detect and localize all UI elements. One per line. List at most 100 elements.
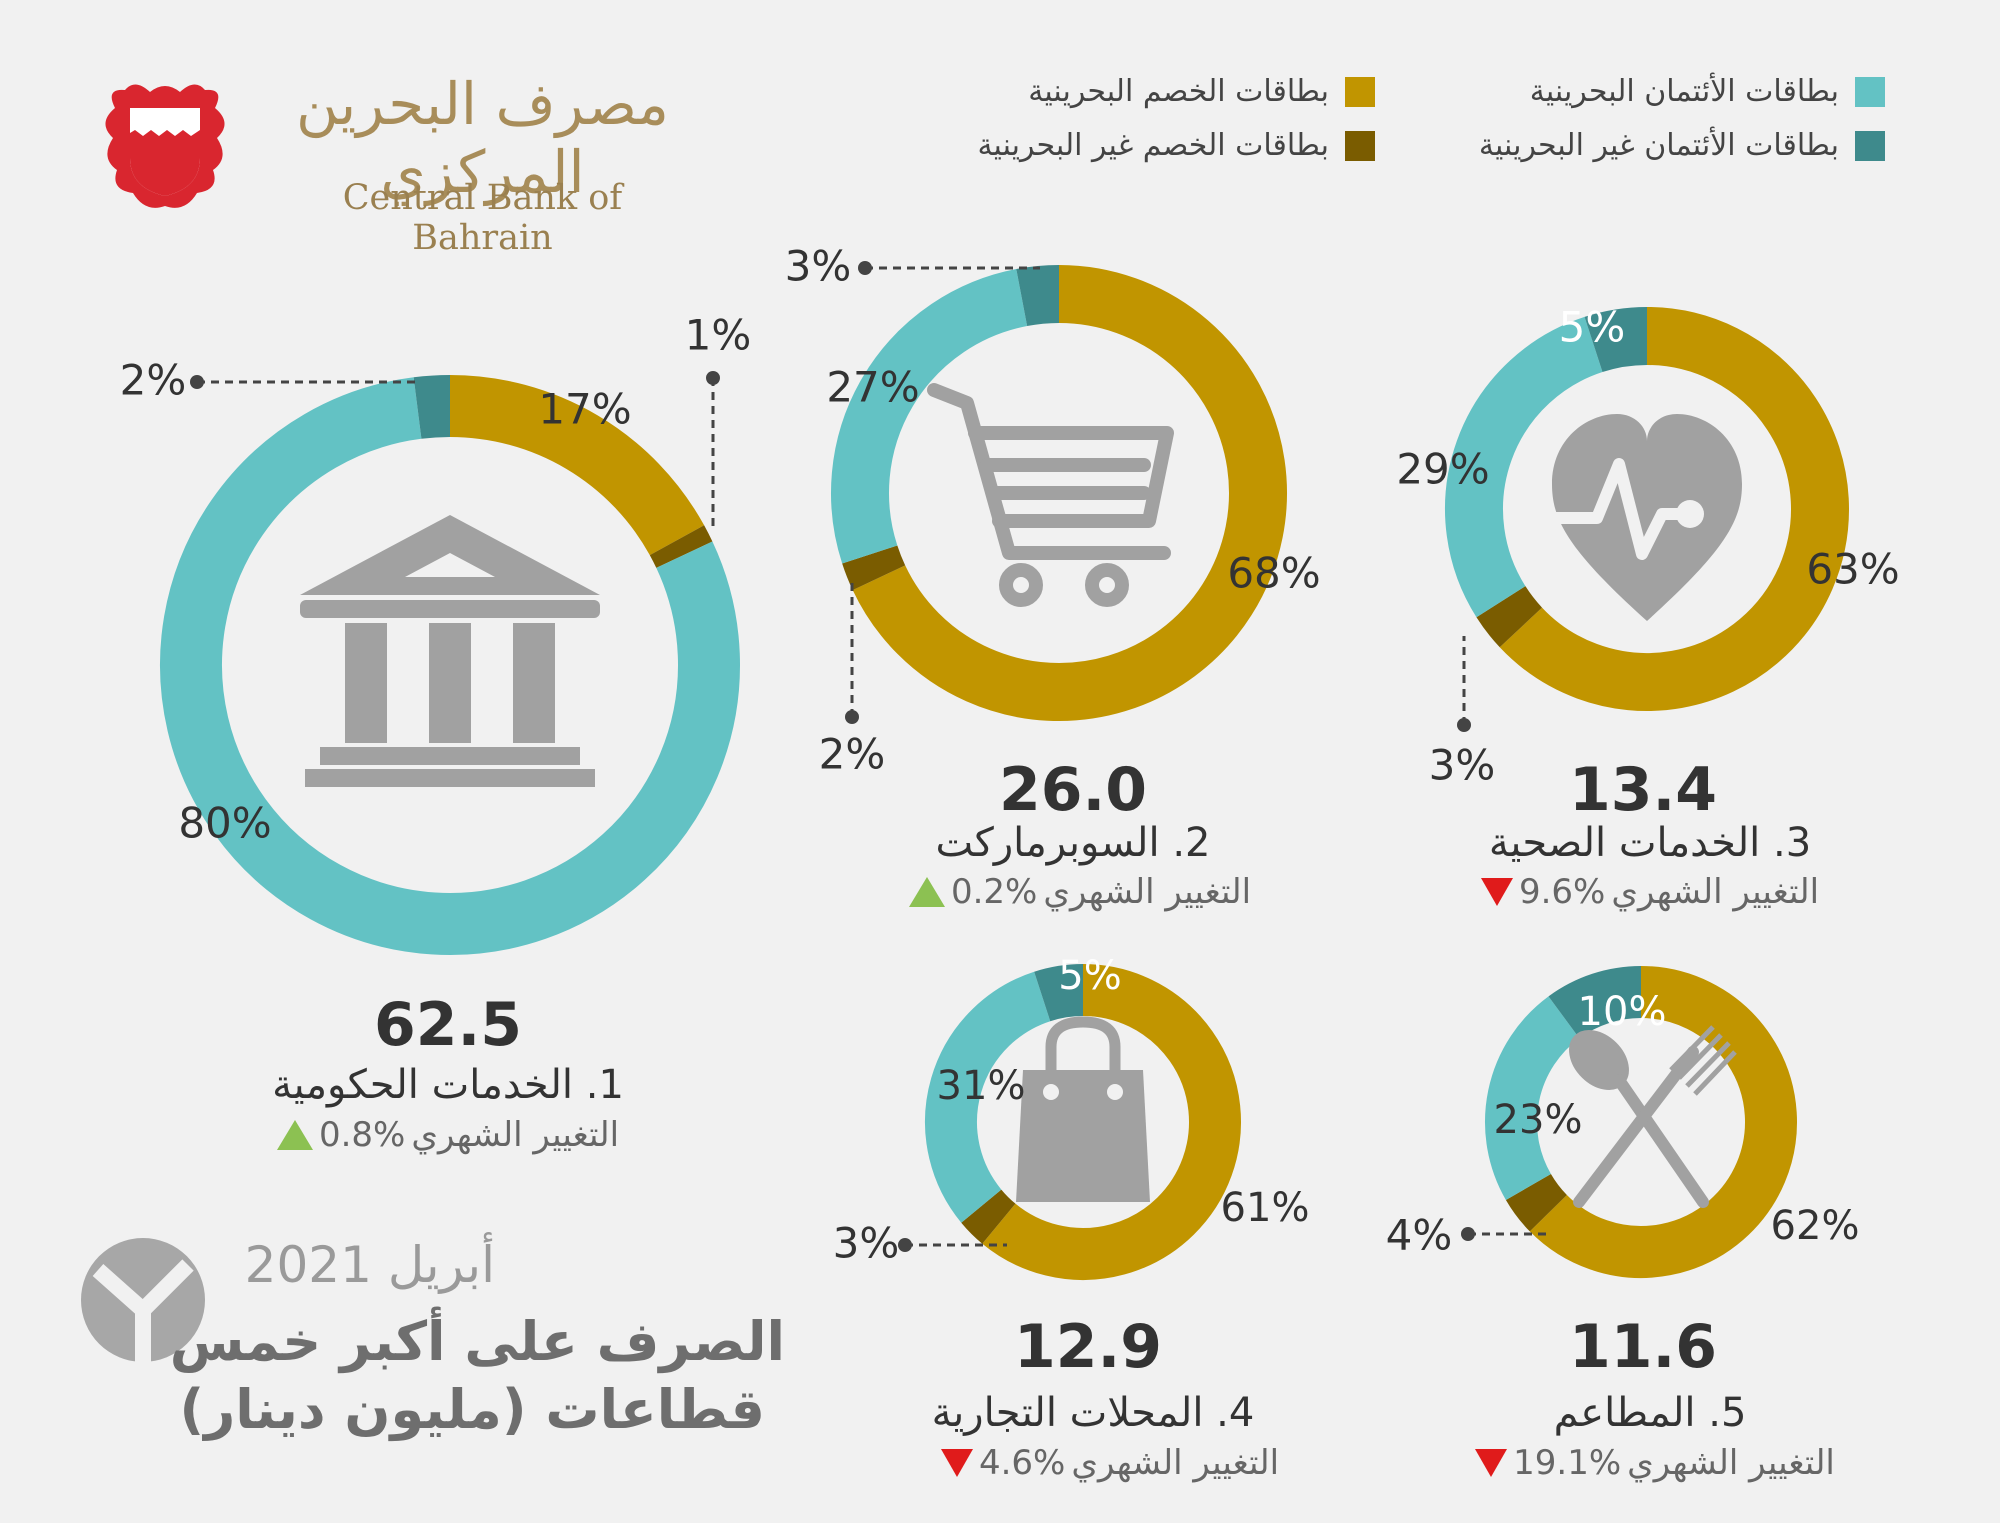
legend-swatch: [1345, 130, 1375, 161]
total-value-2: 26.0: [998, 755, 1148, 825]
callout-dot: [898, 1238, 912, 1252]
callout-dot: [706, 371, 720, 385]
slice-label-1: 4%: [1386, 1211, 1453, 1260]
donut-chart-3: 63% 29% 5% 3%: [1396, 303, 1899, 790]
slice-label-3: 2%: [120, 356, 187, 405]
donut-slice-3: [1016, 265, 1060, 327]
sector-name-5: 5. المطاعم: [1400, 1390, 1900, 1436]
legend-item-credit-foreign: بطاقات الأئتمان غير البحرينية: [1479, 128, 1885, 163]
slice-label-2: 27%: [826, 363, 919, 412]
monthly-change-3: التغيير الشهري 9.6%: [1400, 872, 1900, 912]
sector-name-4: 4. المحلات التجارية: [843, 1390, 1343, 1436]
slice-label-2: 23%: [1494, 1097, 1583, 1143]
legend-label: بطاقات الأئتمان غير البحرينية: [1478, 128, 1839, 163]
change-value: 0.8%: [318, 1115, 406, 1155]
sector-rank: 4.: [1216, 1390, 1255, 1436]
monthly-change-2: التغيير الشهري 0.2%: [830, 872, 1330, 912]
donut-slice-3: [1034, 964, 1084, 1022]
total-value-4: 12.9: [1013, 1312, 1163, 1382]
slice-label-3: 3%: [785, 242, 852, 291]
down-arrow-icon: [1480, 878, 1513, 906]
donut-slice-3: [1548, 966, 1642, 1039]
slice-label-3: 10%: [1578, 989, 1667, 1035]
bahrain-emblem-icon: [105, 84, 225, 208]
sector-rank: 5.: [1708, 1390, 1747, 1436]
sector-name-1: 1. الخدمات الحكومية: [198, 1062, 698, 1108]
slice-label-1: 3%: [1429, 741, 1496, 790]
heart-pulse-icon: [1552, 414, 1742, 621]
donut-chart-5: 62% 23% 10% 4%: [1386, 966, 1860, 1278]
donut-slice-1: [842, 545, 906, 591]
donut-slice-0: [449, 375, 705, 556]
spoon-fork-icon: [1569, 1025, 1737, 1208]
logo-mark-icon: [81, 1238, 205, 1363]
legend-label: بطاقات الخصم غير البحرينية: [977, 128, 1329, 163]
donut-slice-3: [413, 375, 451, 439]
callout-dot: [1461, 1227, 1475, 1241]
donut-slice-2: [831, 269, 1028, 564]
down-arrow-icon: [940, 1449, 973, 1477]
slice-label-1: 3%: [833, 1219, 900, 1268]
monthly-change-1: التغيير الشهري 0.8%: [198, 1115, 698, 1155]
total-value-5: 11.6: [1568, 1312, 1718, 1382]
monthly-change-5: التغيير الشهري 19.1%: [1405, 1443, 1905, 1483]
slice-label-1: 2%: [819, 730, 886, 779]
bank-name-arabic: مصرف البحرين المركزي: [296, 70, 669, 206]
change-label: التغيير الشهري: [411, 1115, 620, 1155]
legend-item-credit-bahraini: بطاقات الأئتمان البحرينية: [1530, 74, 1885, 109]
legend-label: بطاقات الخصم البحرينية: [1028, 74, 1329, 109]
donut-slice-2: [160, 377, 740, 955]
change-label: التغيير الشهري: [1611, 872, 1820, 912]
donut-slice-1: [649, 525, 713, 569]
down-arrow-icon: [1475, 1449, 1508, 1477]
change-label: التغيير الشهري: [1071, 1443, 1280, 1483]
donut-slice-0: [852, 265, 1287, 721]
change-value: 0.2%: [950, 872, 1038, 912]
donut-chart-2: 68% 27% 2% 3%: [785, 242, 1321, 779]
legend-label: بطاقات الأئتمان البحرينية: [1529, 74, 1839, 109]
sector-rank: 2.: [1172, 820, 1211, 866]
slice-label-2: 80%: [178, 799, 271, 848]
donut-slice-2: [925, 971, 1051, 1223]
donut-slice-2: [1485, 996, 1580, 1200]
government-building-icon: [300, 515, 600, 787]
donut-slice-1: [1505, 1173, 1568, 1232]
donut-slice-1: [961, 1189, 1016, 1244]
slice-label-0: 63%: [1806, 545, 1899, 594]
legend-swatch: [1855, 130, 1885, 161]
sector-label: الخدمات الصحية: [1488, 820, 1761, 866]
callout-dot: [845, 710, 859, 724]
legend-swatch: [1345, 76, 1375, 107]
monthly-change-4: التغيير الشهري 4.6%: [860, 1443, 1360, 1483]
change-value: 19.1%: [1513, 1443, 1622, 1483]
total-value-1: 62.5: [373, 990, 523, 1060]
sector-label: الخدمات الحكومية: [272, 1062, 574, 1108]
bank-name-english: Central Bank of Bahrain: [342, 178, 623, 258]
sector-name-3: 3. الخدمات الصحية: [1400, 820, 1900, 866]
sector-label: المحلات التجارية: [931, 1390, 1204, 1436]
change-label: التغيير الشهري: [1627, 1443, 1835, 1483]
legend-item-debit-foreign: بطاقات الخصم غير البحرينية: [977, 128, 1375, 163]
slice-label-0: 17%: [538, 385, 631, 434]
slice-label-0: 61%: [1221, 1185, 1310, 1231]
donut-slice-3: [1584, 307, 1648, 373]
report-date: أبريل 2021: [244, 1236, 495, 1294]
shopping-bag-icon: [1016, 1016, 1150, 1202]
change-value: 4.6%: [978, 1443, 1066, 1483]
slice-label-0: 68%: [1227, 549, 1320, 598]
slice-label-2: 29%: [1396, 445, 1489, 494]
infographic-title-line2: قطاعات (مليون دينار): [179, 1378, 765, 1441]
sector-label: المطاعم: [1553, 1390, 1696, 1436]
up-arrow-icon: [276, 1120, 313, 1150]
callout-dot: [1457, 718, 1471, 732]
donut-slice-1: [1476, 585, 1543, 648]
total-value-3: 13.4: [1568, 755, 1718, 825]
legend-swatch: [1855, 76, 1885, 107]
slice-label-3: 5%: [1559, 303, 1626, 352]
donut-slice-0: [1499, 307, 1849, 711]
legend-item-debit-bahraini: بطاقات الخصم البحرينية: [1028, 74, 1375, 109]
slice-label-0: 62%: [1771, 1203, 1860, 1249]
sector-rank: 1.: [585, 1062, 624, 1108]
callout-dot: [858, 261, 872, 275]
